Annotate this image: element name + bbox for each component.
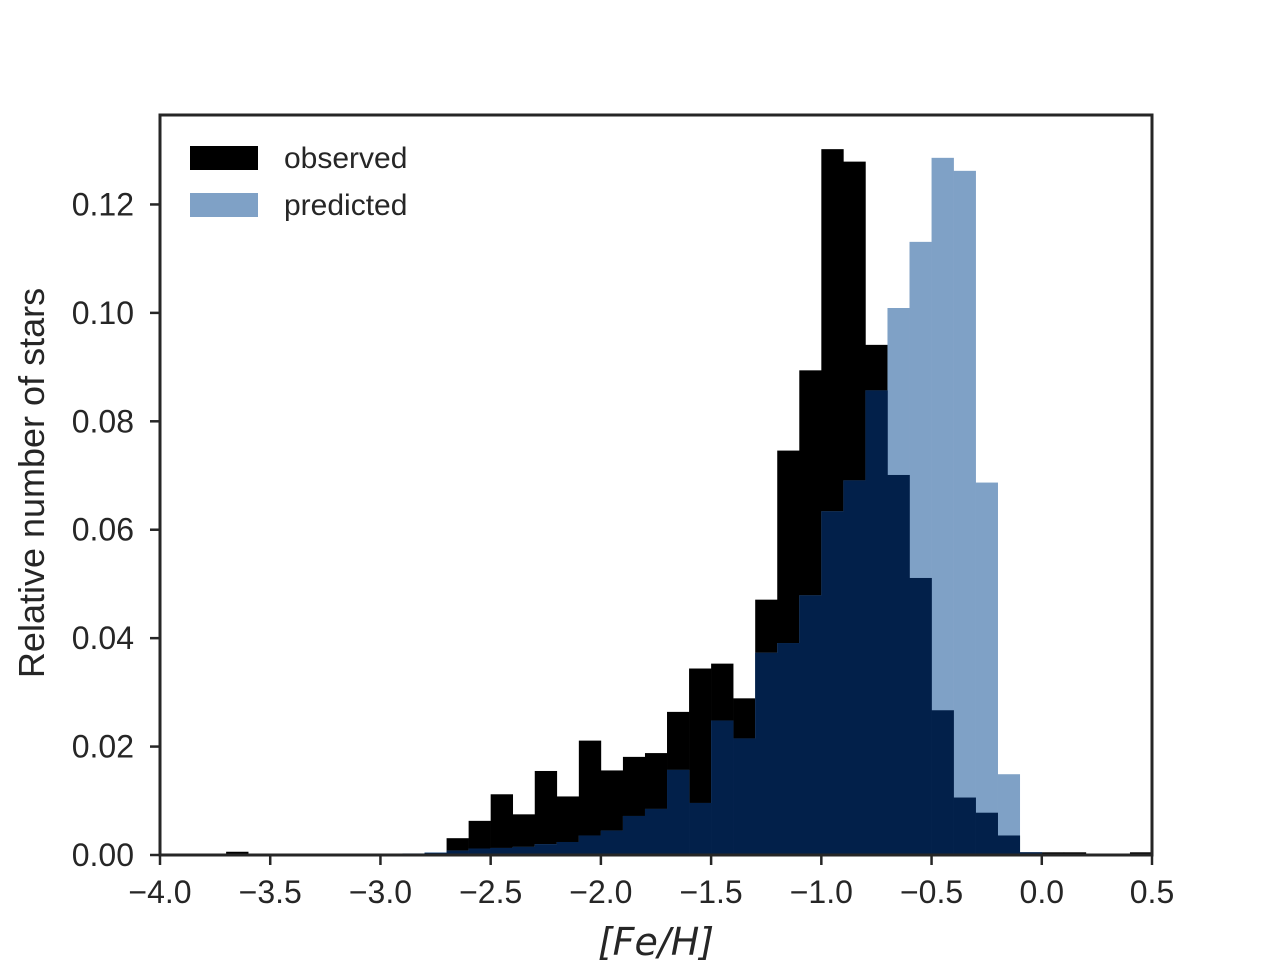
overlap-bar-21 xyxy=(622,815,646,855)
observed-bar-14 xyxy=(468,820,491,855)
overlap-bar-30 xyxy=(821,511,844,855)
x-axis-label: [Fe/H] xyxy=(598,920,714,960)
y-tick-label: 0.04 xyxy=(72,620,134,656)
observed-bar-17 xyxy=(534,770,558,855)
overlap-bar-14 xyxy=(468,848,491,855)
observed-bar-18 xyxy=(556,796,580,855)
predicted-bar-37 xyxy=(975,482,998,855)
overlap-bar-18 xyxy=(556,841,580,855)
y-tick-label: 0.10 xyxy=(72,295,134,331)
overlap-bar-20 xyxy=(600,830,624,855)
overlap-bar-37 xyxy=(975,812,998,855)
overlap-bar-24 xyxy=(689,802,712,855)
y-tick-label: 0.08 xyxy=(72,403,134,439)
observed-bar-15 xyxy=(490,794,514,855)
predicted-bar-36 xyxy=(953,170,976,856)
overlap-bar-17 xyxy=(534,844,558,855)
x-tick-label: −2.5 xyxy=(459,874,522,910)
x-tick-label: −4.0 xyxy=(128,874,191,910)
predicted-bar-38 xyxy=(997,774,1021,855)
y-tick-label: 0.06 xyxy=(72,512,134,548)
overlap-bar-13 xyxy=(446,850,469,855)
axes-layer: −4.0 −3.5 −3.0 −2.5 −2.0 −1.5 −1.0 −0.5 0.0 0.5 0.… xyxy=(11,113,1174,960)
overlap-bar-31 xyxy=(843,480,866,855)
x-tick-label: −3.0 xyxy=(349,874,412,910)
y-tick-label: 0.00 xyxy=(72,837,134,873)
overlap-bar-27 xyxy=(755,652,778,855)
overlap-bar-15 xyxy=(490,847,514,855)
legend-label-observed: observed xyxy=(284,142,407,175)
overlap-bar-23 xyxy=(667,769,690,855)
overlap-bar-16 xyxy=(512,846,536,855)
y-axis-label: Relative number of stars xyxy=(11,288,52,678)
overlap-bar-33 xyxy=(887,474,910,855)
legend-swatch-observed xyxy=(190,146,258,170)
overlap-bar-32 xyxy=(865,390,888,855)
observed-bar-19 xyxy=(578,740,602,855)
y-tick-label: 0.02 xyxy=(72,729,134,765)
x-tick-label: −2.0 xyxy=(569,874,632,910)
overlap-bar-34 xyxy=(909,577,932,855)
legend: observed predicted xyxy=(190,142,407,222)
x-tick-label: −1.0 xyxy=(790,874,853,910)
overlap-bar-29 xyxy=(799,595,822,855)
x-tick-label: −1.5 xyxy=(680,874,743,910)
x-tick-label: −3.5 xyxy=(239,874,302,910)
overlap-bar-26 xyxy=(733,738,756,855)
overlap-bar-19 xyxy=(578,835,602,855)
legend-swatch-predicted xyxy=(190,193,258,217)
overlap-bar-35 xyxy=(931,710,954,855)
plot-frame xyxy=(158,113,1154,857)
overlap-bar-25 xyxy=(711,720,734,855)
overlap-bar-36 xyxy=(953,797,976,855)
x-tick-label: 0.5 xyxy=(1130,874,1174,910)
bars-layer xyxy=(226,149,1153,856)
overlap-bar-22 xyxy=(644,808,668,855)
legend-label-predicted: predicted xyxy=(284,189,407,222)
y-tick-label: 0.12 xyxy=(72,186,134,222)
overlap-bar-38 xyxy=(997,835,1021,855)
predicted-bar-35 xyxy=(931,157,954,855)
x-tick-label: −0.5 xyxy=(900,874,963,910)
x-tick-label: 0.0 xyxy=(1020,874,1064,910)
observed-bar-16 xyxy=(512,814,536,855)
observed-bar-3 xyxy=(226,851,249,855)
overlap-bar-28 xyxy=(777,643,800,855)
